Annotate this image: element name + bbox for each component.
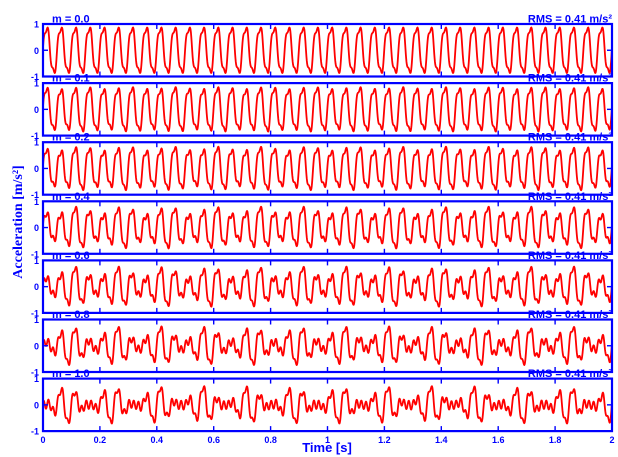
x-tick-label: 1.2 <box>378 435 391 445</box>
y-axis-label: Acceleration [m/s²] <box>11 165 26 278</box>
signal-line-1 <box>42 26 613 74</box>
signal-line-4 <box>42 205 613 250</box>
panel-rms-label: RMS = 0.41 m/s² <box>528 14 612 26</box>
y-tick-label: 1 <box>34 374 39 384</box>
x-tick-label: 1 <box>325 435 330 445</box>
panel-m-label: m = 0.8 <box>52 309 90 321</box>
subplot-7: -1 0 1 m = 1.0 RMS = 0.41 m/s² <box>31 368 614 437</box>
panel-m-label: m = 0.0 <box>52 14 90 26</box>
subplot-stack: -1 0 1 m = 0.0 RMS = 0.41 m/s² -1 0 1 m = 0.1 RMS… <box>31 14 614 437</box>
x-tick-labels: 0 0.2 0.4 0.6 0.8 1 1.2 1.4 1.6 1.8 2 <box>40 435 614 445</box>
signal-line-3 <box>42 145 613 192</box>
y-tick-label: 1 <box>34 315 39 325</box>
y-tick-label: -1 <box>31 427 39 437</box>
panel-m-label: m = 0.4 <box>52 191 90 203</box>
x-tick-label: 1.4 <box>435 435 448 445</box>
y-tick-label: 1 <box>34 20 39 30</box>
x-tick-label: 2 <box>609 435 614 445</box>
signal-line-5 <box>42 265 613 308</box>
y-tick-label: 1 <box>34 256 39 266</box>
signal-line-2 <box>42 86 613 133</box>
y-tick-label: -1 <box>31 190 39 200</box>
y-tick-label: 0 <box>34 46 39 56</box>
panel-rms-label: RMS = 0.41 m/s² <box>528 73 612 85</box>
y-tick-label: -1 <box>31 249 39 259</box>
y-tick-label: -1 <box>31 368 39 378</box>
panel-m-label: m = 0.2 <box>52 132 90 144</box>
y-tick-label: 0 <box>34 223 39 233</box>
panel-rms-label: RMS = 0.41 m/s² <box>528 250 612 262</box>
y-tick-label: 0 <box>34 400 39 410</box>
y-tick-label: 0 <box>34 282 39 292</box>
y-tick-label: 0 <box>34 341 39 351</box>
subplot-5: -1 0 1 m = 0.6 RMS = 0.41 m/s² <box>31 250 614 318</box>
panel-m-label: m = 1.0 <box>52 368 90 380</box>
panel-rms-label: RMS = 0.41 m/s² <box>528 309 612 321</box>
y-tick-label: -1 <box>31 308 39 318</box>
x-tick-label: 0.8 <box>264 435 277 445</box>
x-tick-label: 0.6 <box>207 435 220 445</box>
y-tick-label: 1 <box>34 197 39 207</box>
subplot-6: -1 0 1 m = 0.8 RMS = 0.41 m/s² <box>31 309 614 378</box>
x-tick-label: 0.4 <box>151 435 164 445</box>
panel-rms-label: RMS = 0.41 m/s² <box>528 132 612 144</box>
subplot-4: -1 0 1 m = 0.4 RMS = 0.41 m/s² <box>31 191 614 259</box>
subplot-3: -1 0 1 m = 0.2 RMS = 0.41 m/s² <box>31 132 614 200</box>
y-tick-label: 0 <box>34 164 39 174</box>
x-tick-label: 1.6 <box>492 435 505 445</box>
y-tick-label: 1 <box>34 138 39 148</box>
y-tick-label: 0 <box>34 105 39 115</box>
subplot-1: -1 0 1 m = 0.0 RMS = 0.41 m/s² <box>31 14 614 82</box>
x-axis-label: Time [s] <box>302 440 352 455</box>
x-tick-label: 0.2 <box>94 435 107 445</box>
signal-line-6 <box>42 325 613 366</box>
y-tick-label: -1 <box>31 72 39 82</box>
panel-m-label: m = 0.6 <box>52 250 90 262</box>
signal-line-7 <box>42 385 613 425</box>
panel-rms-label: RMS = 0.41 m/s² <box>528 191 612 203</box>
y-tick-label: -1 <box>31 131 39 141</box>
x-tick-label: 1.8 <box>549 435 562 445</box>
panel-m-label: m = 0.1 <box>52 73 90 85</box>
subplot-2: -1 0 1 m = 0.1 RMS = 0.41 m/s² <box>31 73 614 141</box>
y-tick-label: 1 <box>34 79 39 89</box>
panel-rms-label: RMS = 0.41 m/s² <box>528 368 612 380</box>
x-tick-label: 0 <box>40 435 45 445</box>
